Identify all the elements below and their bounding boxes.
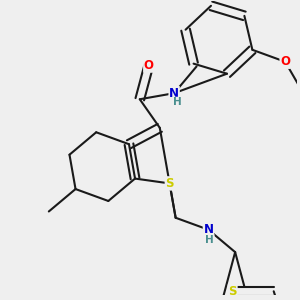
Text: S: S [229,285,237,298]
Text: S: S [165,177,174,190]
Text: H: H [205,235,214,244]
Text: O: O [144,59,154,72]
Text: N: N [203,223,213,236]
Text: H: H [173,98,182,107]
Text: N: N [169,87,179,100]
Text: O: O [280,55,290,68]
